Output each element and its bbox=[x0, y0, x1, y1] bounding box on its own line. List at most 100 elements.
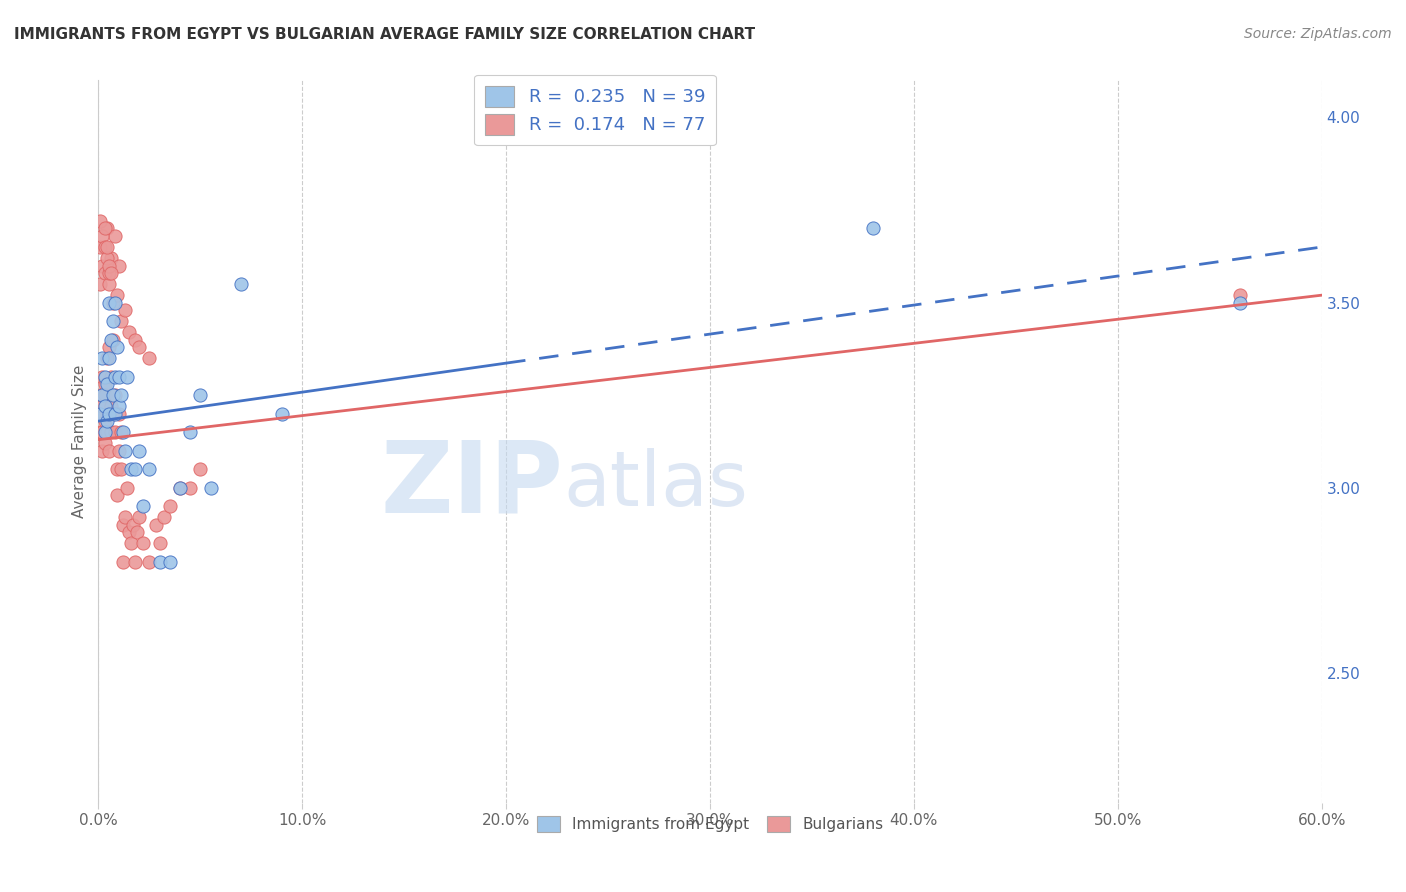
Point bbox=[101, 314, 124, 328]
Point bbox=[200, 481, 222, 495]
Point bbox=[89, 407, 111, 421]
Point bbox=[1229, 288, 1251, 302]
Point bbox=[169, 481, 191, 495]
Text: atlas: atlas bbox=[564, 448, 748, 522]
Point bbox=[115, 481, 138, 495]
Point bbox=[149, 555, 172, 569]
Point bbox=[120, 462, 142, 476]
Point bbox=[96, 251, 118, 265]
Point bbox=[145, 517, 167, 532]
Point bbox=[89, 388, 111, 402]
Point bbox=[93, 425, 115, 440]
Point bbox=[124, 462, 146, 476]
Point bbox=[91, 369, 114, 384]
Point bbox=[188, 388, 212, 402]
Point bbox=[91, 228, 114, 243]
Point bbox=[110, 462, 132, 476]
Text: IMMIGRANTS FROM EGYPT VS BULGARIAN AVERAGE FAMILY SIZE CORRELATION CHART: IMMIGRANTS FROM EGYPT VS BULGARIAN AVERA… bbox=[14, 27, 755, 42]
Point bbox=[138, 555, 160, 569]
Point bbox=[120, 536, 142, 550]
Point bbox=[100, 266, 122, 280]
Point bbox=[97, 407, 120, 421]
Point bbox=[89, 277, 111, 291]
Point bbox=[91, 425, 114, 440]
Point bbox=[101, 295, 124, 310]
Point bbox=[96, 351, 118, 366]
Point bbox=[108, 259, 131, 273]
Point bbox=[124, 555, 146, 569]
Point bbox=[96, 221, 118, 235]
Point bbox=[132, 500, 155, 514]
Point bbox=[1229, 295, 1251, 310]
Point bbox=[104, 425, 127, 440]
Point bbox=[93, 240, 115, 254]
Point bbox=[159, 500, 181, 514]
Point bbox=[97, 277, 120, 291]
Point bbox=[96, 414, 118, 428]
Point bbox=[97, 266, 120, 280]
Point bbox=[105, 340, 128, 354]
Point bbox=[104, 388, 127, 402]
Text: Source: ZipAtlas.com: Source: ZipAtlas.com bbox=[1244, 27, 1392, 41]
Point bbox=[89, 425, 111, 440]
Point bbox=[91, 443, 114, 458]
Point bbox=[93, 221, 115, 235]
Point bbox=[188, 462, 212, 476]
Point bbox=[97, 407, 120, 421]
Point bbox=[111, 555, 134, 569]
Point bbox=[91, 388, 114, 402]
Point bbox=[96, 407, 118, 421]
Point bbox=[128, 510, 150, 524]
Point bbox=[100, 251, 122, 265]
Point bbox=[101, 388, 124, 402]
Point bbox=[115, 369, 138, 384]
Point bbox=[93, 436, 115, 450]
Point bbox=[108, 369, 131, 384]
Point bbox=[89, 407, 111, 421]
Point bbox=[179, 481, 201, 495]
Point bbox=[100, 369, 122, 384]
Point bbox=[100, 333, 122, 347]
Point bbox=[111, 517, 134, 532]
Point bbox=[104, 369, 127, 384]
Point bbox=[97, 259, 120, 273]
Point bbox=[100, 425, 122, 440]
Point bbox=[97, 295, 120, 310]
Point bbox=[122, 517, 145, 532]
Point bbox=[111, 425, 134, 440]
Point bbox=[97, 443, 120, 458]
Point bbox=[114, 303, 136, 318]
Point bbox=[124, 333, 146, 347]
Point bbox=[114, 510, 136, 524]
Point bbox=[179, 425, 201, 440]
Point bbox=[105, 488, 128, 502]
Point bbox=[114, 443, 136, 458]
Point bbox=[104, 228, 127, 243]
Point bbox=[152, 510, 174, 524]
Point bbox=[93, 400, 115, 414]
Point bbox=[101, 333, 124, 347]
Point bbox=[96, 425, 118, 440]
Point bbox=[89, 214, 111, 228]
Point bbox=[110, 425, 132, 440]
Point bbox=[96, 377, 118, 392]
Point bbox=[231, 277, 253, 291]
Point bbox=[132, 536, 155, 550]
Point bbox=[108, 407, 131, 421]
Point bbox=[159, 555, 181, 569]
Point bbox=[97, 351, 120, 366]
Point bbox=[110, 314, 132, 328]
Point bbox=[104, 407, 127, 421]
Point bbox=[93, 414, 115, 428]
Point bbox=[101, 407, 124, 421]
Point bbox=[93, 388, 115, 402]
Point bbox=[118, 525, 141, 540]
Point bbox=[149, 536, 172, 550]
Point bbox=[128, 443, 150, 458]
Point bbox=[127, 525, 149, 540]
Point bbox=[93, 377, 115, 392]
Point bbox=[138, 462, 160, 476]
Point bbox=[105, 288, 128, 302]
Point bbox=[93, 369, 115, 384]
Point bbox=[91, 400, 114, 414]
